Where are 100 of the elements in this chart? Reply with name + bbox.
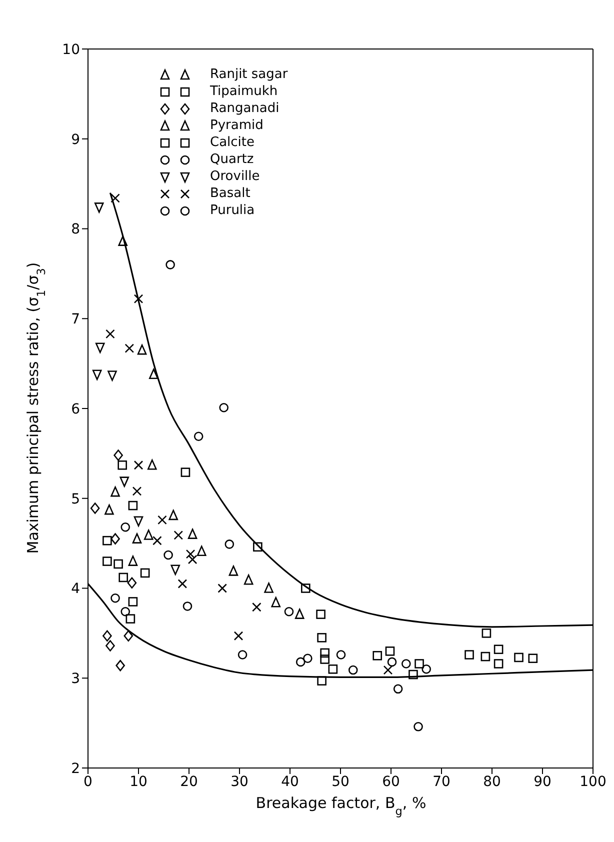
point [238, 650, 248, 660]
point [92, 370, 102, 380]
point [414, 722, 423, 732]
point [118, 460, 127, 470]
point [188, 554, 198, 564]
point [244, 574, 254, 585]
point [336, 650, 346, 660]
point [320, 654, 330, 664]
point [137, 344, 147, 355]
point [252, 602, 262, 612]
point [132, 533, 142, 544]
point [317, 676, 326, 686]
legend-label: Pyramid [210, 117, 264, 134]
point [134, 516, 144, 526]
point [120, 606, 130, 616]
point [196, 546, 206, 556]
point [219, 402, 228, 412]
x-tick-label: 0 [84, 774, 92, 790]
y-tick-label: 3 [71, 671, 80, 688]
x-tick-label: 30 [230, 774, 248, 790]
point [147, 459, 157, 470]
point [149, 368, 158, 379]
point [408, 670, 418, 680]
y-tick-label: 9 [71, 132, 80, 148]
point [480, 652, 490, 662]
point [528, 654, 538, 663]
x-tick-label: 70 [432, 774, 450, 790]
x-tick-label: 90 [534, 774, 552, 790]
point [124, 630, 134, 642]
y-tick-label: 2 [71, 760, 80, 777]
point [108, 370, 117, 381]
point [118, 236, 128, 246]
x-tick-label: 10 [130, 774, 148, 790]
point [120, 476, 130, 487]
point [284, 606, 294, 616]
point [114, 559, 123, 569]
point [110, 593, 120, 603]
point [174, 530, 184, 540]
point [132, 486, 142, 496]
point [482, 628, 492, 638]
point [106, 329, 115, 339]
point [90, 502, 100, 514]
y-tick-label: 5 [71, 491, 80, 508]
x-tick-label: 20 [180, 774, 198, 790]
point [178, 579, 188, 588]
point [464, 650, 474, 660]
point [127, 577, 137, 589]
point [168, 510, 178, 520]
point [494, 659, 504, 668]
y-tick-label: 7 [71, 312, 80, 328]
point [180, 468, 190, 477]
point [106, 640, 115, 652]
point [166, 260, 175, 270]
point [194, 432, 204, 442]
legend-label: Ranganadi [210, 100, 280, 117]
point [387, 657, 397, 667]
point [95, 342, 105, 354]
x-axis-title: Breakage factor, B$_{g}$, % [256, 794, 426, 818]
point [253, 542, 262, 552]
point [188, 528, 198, 539]
point [144, 530, 154, 540]
x-tick-label: 100 [580, 774, 606, 790]
point [128, 500, 138, 510]
point [320, 648, 330, 658]
point [164, 550, 173, 560]
point [393, 684, 403, 694]
point [128, 597, 138, 606]
point [328, 664, 338, 674]
point [296, 657, 306, 667]
y-tick-label: 10 [62, 42, 80, 58]
point [264, 582, 274, 593]
point [372, 651, 382, 660]
point [383, 665, 393, 675]
point [385, 646, 395, 656]
y-tick-label: 8 [71, 222, 80, 238]
point [110, 486, 120, 497]
legend-label: Calcite [210, 134, 255, 151]
point [294, 608, 304, 619]
legend-label: Ranjit sagar [210, 66, 288, 83]
x-tick-label: 50 [332, 774, 350, 790]
point [170, 564, 180, 576]
point [118, 572, 128, 582]
legend-label: Basalt [210, 185, 250, 202]
point [224, 540, 234, 549]
legend-label: Quartz [210, 151, 254, 168]
point [317, 633, 326, 642]
x-tick-label: 60 [382, 774, 400, 790]
legend-label: Purulia [210, 202, 255, 219]
point [104, 504, 114, 515]
point [94, 202, 104, 213]
point [422, 664, 431, 674]
y-tick-label: 4 [71, 581, 80, 598]
point [494, 644, 504, 654]
point [348, 665, 358, 675]
point [301, 584, 310, 593]
legend-label: Oroville [210, 168, 260, 185]
point [271, 596, 281, 608]
point [186, 549, 196, 559]
point [102, 536, 112, 546]
legend-label: Tipaimukh [210, 83, 278, 100]
